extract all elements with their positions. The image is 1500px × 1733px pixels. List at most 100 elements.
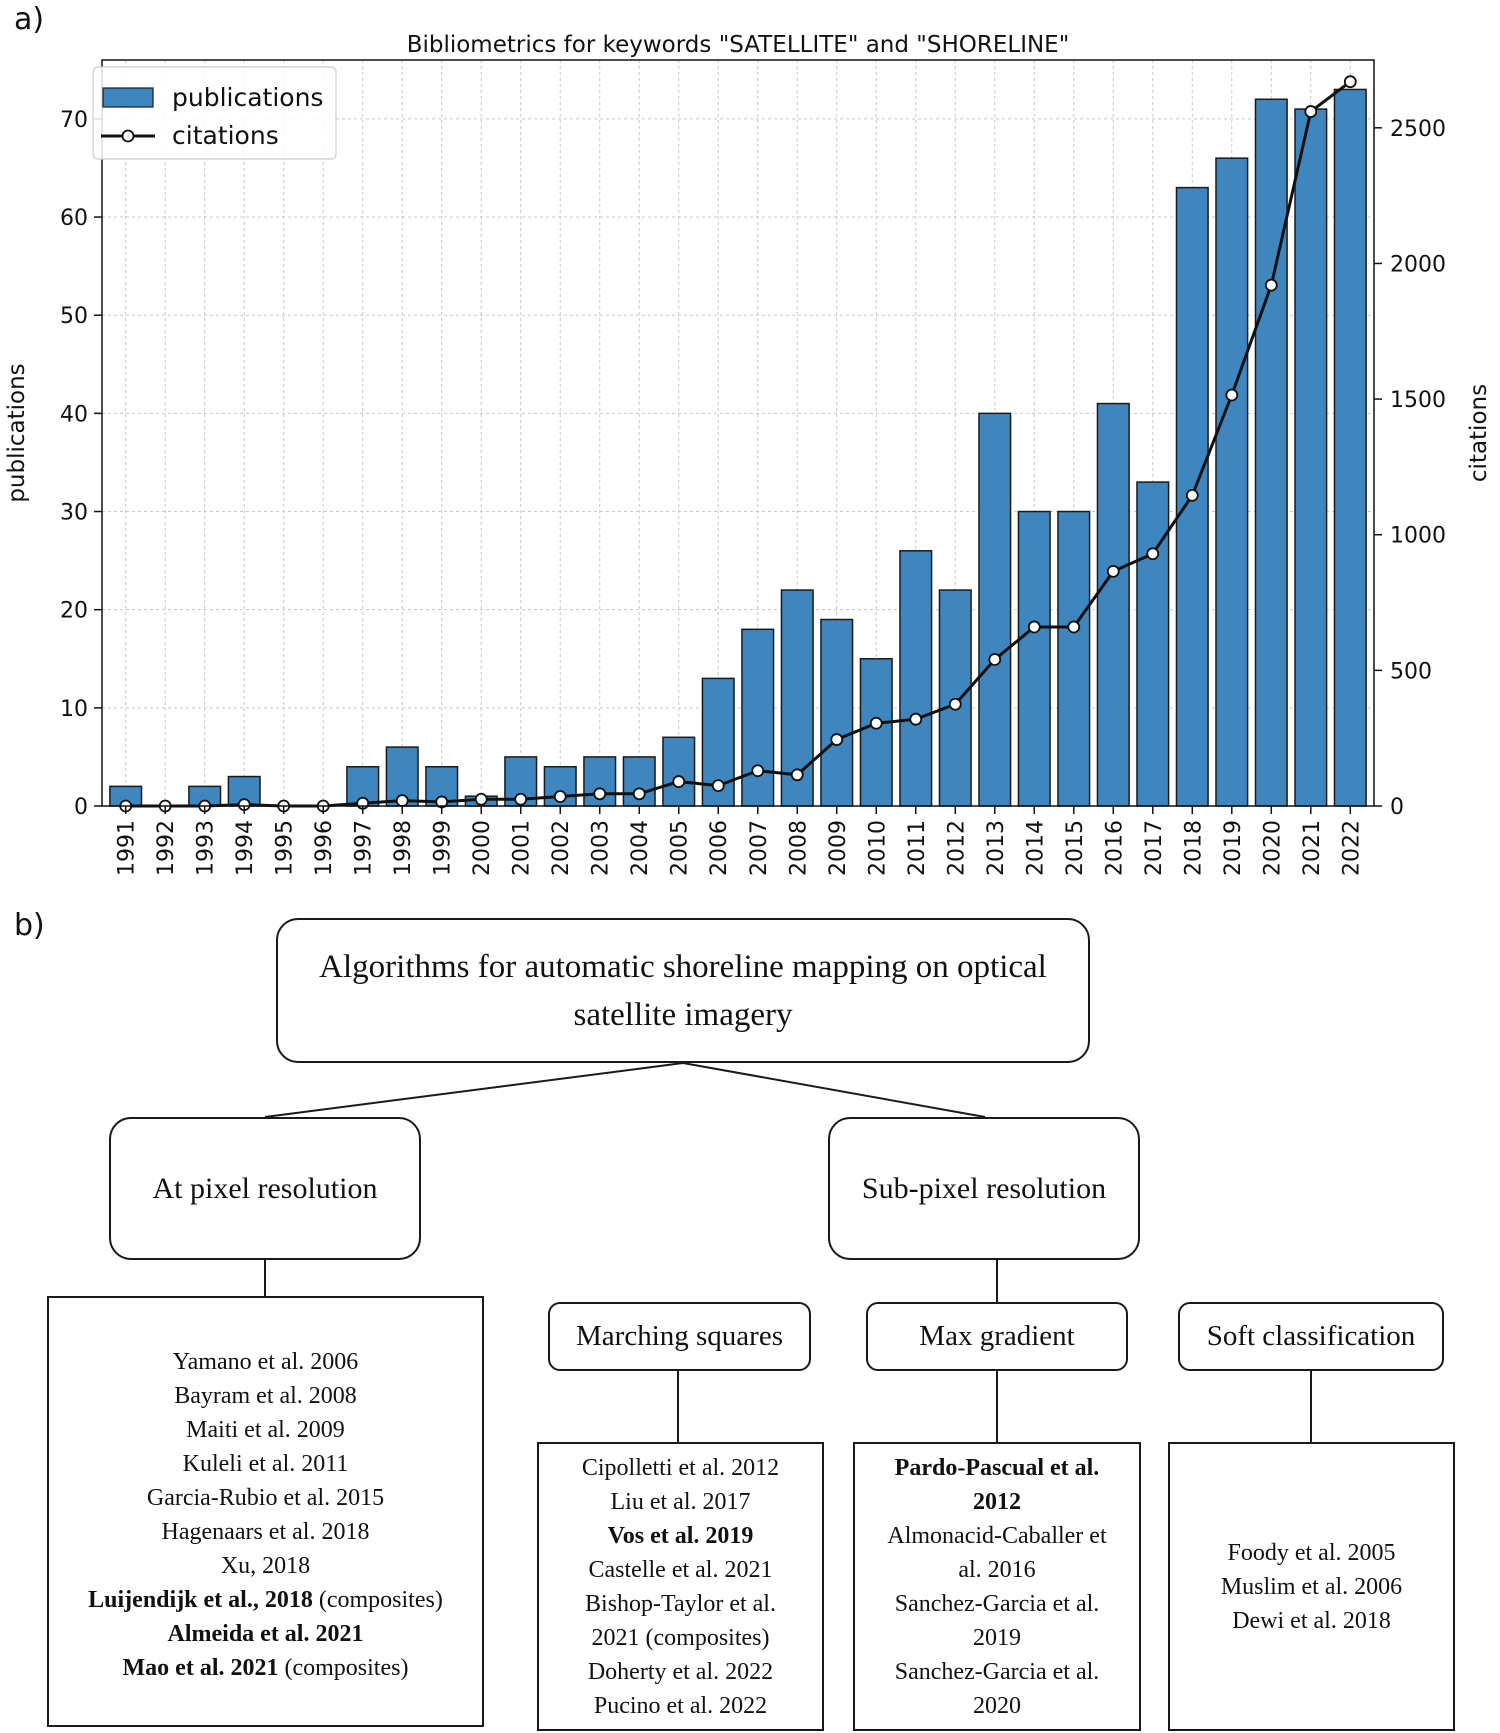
pixel-references-box: Yamano et al. 2006 Bayram et al. 2008 Mait… bbox=[47, 1296, 484, 1727]
subpixel-resolution-label: Sub-pixel resolution bbox=[861, 1171, 1107, 1205]
citation-point-2017 bbox=[1146, 547, 1160, 561]
x-tick-label-2001: 2001 bbox=[510, 820, 535, 876]
y2-tick-label: 0 bbox=[1390, 795, 1404, 820]
max-gradient-label: Max gradient bbox=[919, 1320, 1075, 1352]
reference-line: Almonacid-Caballer et bbox=[887, 1519, 1106, 1553]
reference-text: 2021 (composites) bbox=[591, 1624, 770, 1651]
x-tick-label-2021: 2021 bbox=[1300, 820, 1325, 876]
reference-text: Foody et al. 2005 bbox=[1227, 1539, 1396, 1566]
bar-2020 bbox=[1254, 98, 1288, 807]
reference-line: Kuleli et al. 2011 bbox=[183, 1447, 349, 1481]
y-tick-label: 40 bbox=[60, 402, 88, 427]
reference-line: Cipolletti et al. 2012 bbox=[582, 1451, 779, 1485]
x-tick-label-2012: 2012 bbox=[944, 820, 969, 876]
x-tick-label-1995: 1995 bbox=[273, 820, 298, 876]
y2-tick-label: 1000 bbox=[1390, 524, 1446, 549]
marching-squares-node: Marching squares bbox=[548, 1302, 811, 1371]
reference-line: Doherty et al. 2022 bbox=[588, 1655, 773, 1689]
x-tick-label-1999: 1999 bbox=[431, 820, 456, 876]
legend-citations-marker bbox=[121, 129, 135, 143]
x-tick-label-2008: 2008 bbox=[786, 820, 811, 876]
bar-2010 bbox=[859, 658, 893, 807]
citation-point-2006 bbox=[711, 779, 725, 793]
reference-line: Foody et al. 2005 bbox=[1228, 1536, 1396, 1570]
reference-text: Pucino et al. 2022 bbox=[593, 1692, 768, 1719]
x-tick-label-2014: 2014 bbox=[1023, 820, 1048, 876]
x-tick-label-2003: 2003 bbox=[589, 820, 614, 876]
y-tick-label: 50 bbox=[60, 304, 88, 329]
y2-axis-label: citations bbox=[1466, 384, 1492, 482]
connector-root-subpixel bbox=[682, 1062, 986, 1118]
reference-line: Garcia-Rubio et al. 2015 bbox=[147, 1481, 384, 1515]
reference-bold: Luijendijk et al., 2018 bbox=[88, 1586, 313, 1613]
x-tick-label-2013: 2013 bbox=[984, 820, 1009, 876]
citation-point-2011 bbox=[909, 712, 923, 726]
reference-text: Bayram et al. 2008 bbox=[174, 1382, 357, 1409]
reference-bold: Pardo-Pascual et al. bbox=[894, 1454, 1100, 1481]
reference-line: Almeida et al. 2021 bbox=[168, 1617, 364, 1651]
reference-line: 2020 bbox=[973, 1689, 1021, 1723]
citation-point-2004 bbox=[632, 787, 646, 801]
reference-text: Dewi et al. 2018 bbox=[1232, 1607, 1391, 1634]
reference-bold: Vos et al. 2019 bbox=[607, 1522, 754, 1549]
reference-line: Maiti et al. 2009 bbox=[186, 1413, 345, 1447]
bar-2009 bbox=[820, 618, 854, 807]
marching-squares-label: Marching squares bbox=[576, 1320, 783, 1352]
subpixel-resolution-node: Sub-pixel resolution bbox=[828, 1117, 1140, 1260]
reference-line: Bayram et al. 2008 bbox=[174, 1379, 357, 1413]
x-tick-label-2019: 2019 bbox=[1221, 820, 1246, 876]
reference-line: Pardo-Pascual et al. bbox=[895, 1451, 1100, 1485]
reference-text: Liu et al. 2017 bbox=[610, 1488, 751, 1515]
y-tick-label: 20 bbox=[60, 599, 88, 624]
bar-2016 bbox=[1096, 402, 1130, 807]
reference-text: Sanchez-Garcia et al. bbox=[894, 1658, 1100, 1685]
chart-title: Bibliometrics for keywords "SATELLITE" a… bbox=[407, 32, 1070, 58]
y-tick-label: 70 bbox=[60, 108, 88, 133]
citation-point-2013 bbox=[988, 653, 1002, 666]
citation-point-2008 bbox=[790, 768, 804, 782]
bar-2014 bbox=[1017, 510, 1051, 807]
reference-line: Yamano et al. 2006 bbox=[173, 1345, 359, 1379]
reference-line: Xu, 2018 bbox=[221, 1549, 310, 1583]
y-tick-label: 0 bbox=[74, 795, 88, 820]
x-tick-label-1992: 1992 bbox=[154, 820, 179, 876]
reference-text: Doherty et al. 2022 bbox=[587, 1658, 774, 1685]
x-tick-label-2015: 2015 bbox=[1063, 820, 1088, 876]
reference-text: Hagenaars et al. 2018 bbox=[161, 1518, 370, 1545]
reference-text: (composites) bbox=[312, 1586, 443, 1613]
reference-line: Vos et al. 2019 bbox=[608, 1519, 754, 1553]
reference-text: 2019 bbox=[973, 1624, 1021, 1651]
root-node-label: Algorithms for automatic shoreline mappi… bbox=[319, 948, 1047, 1033]
reference-text: Yamano et al. 2006 bbox=[172, 1348, 359, 1375]
citation-point-2015 bbox=[1067, 620, 1081, 634]
reference-text: Garcia-Rubio et al. 2015 bbox=[146, 1484, 385, 1511]
y-axis-label: publications bbox=[4, 363, 30, 502]
root-node: Algorithms for automatic shoreline mappi… bbox=[276, 918, 1090, 1063]
citation-point-2014 bbox=[1027, 620, 1041, 634]
y-tick-label: 10 bbox=[60, 697, 88, 722]
x-tick-label-1998: 1998 bbox=[391, 820, 416, 876]
reference-line: 2012 bbox=[973, 1485, 1021, 1519]
plot-frame bbox=[101, 59, 1375, 807]
reference-bold: 2012 bbox=[973, 1488, 1021, 1515]
x-tick-label-2006: 2006 bbox=[707, 820, 732, 876]
x-tick-label-2020: 2020 bbox=[1260, 820, 1285, 876]
citation-point-2001 bbox=[514, 792, 528, 806]
reference-text: Kuleli et al. 2011 bbox=[182, 1450, 349, 1477]
citation-point-2020 bbox=[1264, 278, 1278, 292]
citation-point-2009 bbox=[830, 733, 844, 746]
connector-root-pixel bbox=[264, 1062, 684, 1118]
citation-point-2003 bbox=[593, 787, 607, 801]
max-gradient-node: Max gradient bbox=[866, 1302, 1128, 1371]
reference-line: Hagenaars et al. 2018 bbox=[162, 1515, 370, 1549]
citation-point-2012 bbox=[948, 697, 962, 711]
x-tick-label-1993: 1993 bbox=[194, 820, 219, 876]
reference-line: Sanchez-Garcia et al. bbox=[895, 1655, 1100, 1689]
reference-text: Almonacid-Caballer et bbox=[887, 1522, 1107, 1549]
x-tick-label-2018: 2018 bbox=[1181, 820, 1206, 876]
reference-text: Xu, 2018 bbox=[220, 1552, 311, 1579]
legend-publications-swatch bbox=[102, 87, 154, 108]
reference-line: Luijendijk et al., 2018 (composites) bbox=[88, 1583, 443, 1617]
reference-line: Castelle et al. 2021 bbox=[589, 1553, 773, 1587]
